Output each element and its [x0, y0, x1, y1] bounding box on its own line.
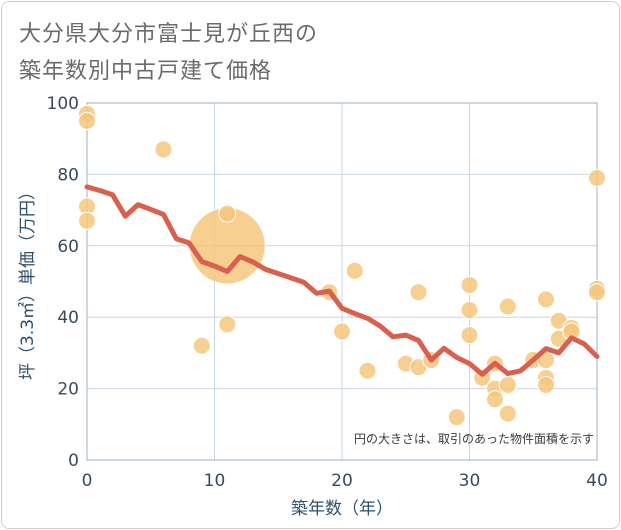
bubble-point-37 — [588, 168, 606, 187]
bubble-size-note: 円の大きさは、取引のあった物件面積を示す — [354, 431, 594, 446]
bubble-point-4 — [154, 140, 173, 159]
chart-title-line-1: 大分県大分市富士見が丘西の — [19, 22, 319, 47]
axis-ticks: 0 10 20 30 40 0 20 40 60 80 100 — [47, 94, 608, 491]
y-tick-label-1: 20 — [57, 380, 79, 400]
x-tick-label-2: 20 — [331, 471, 353, 491]
bubble-point-19 — [460, 301, 479, 320]
bubble-point-6 — [218, 204, 237, 223]
chart-title-line-2: 築年数別中古戸建て価格 — [19, 59, 273, 84]
x-tick-label-4: 40 — [586, 471, 608, 491]
y-tick-label-3: 60 — [57, 237, 79, 257]
y-axis-title: 坪（3.3㎡）単価（万円） — [18, 183, 38, 380]
chart-title: 大分県大分市富士見が丘西の 築年数別中古戸建て価格 — [19, 16, 318, 90]
bubble-point-3 — [78, 211, 96, 230]
y-tick-label-5: 100 — [47, 94, 79, 114]
trend-line — [84, 184, 600, 377]
bubble-point-8 — [218, 315, 237, 334]
x-tick-label-1: 10 — [204, 471, 226, 491]
bubble-point-14 — [409, 283, 428, 302]
x-tick-label-0: 0 — [82, 471, 93, 491]
bubble-point-17 — [447, 408, 466, 427]
bubble-point-5 — [192, 336, 211, 355]
bubble-point-25 — [498, 297, 517, 316]
bubble-point-29 — [537, 290, 555, 309]
bubble-point-27 — [498, 404, 517, 423]
bubble-point-10 — [333, 322, 351, 341]
bubble-point-18 — [460, 276, 479, 295]
y-tick-label-4: 80 — [57, 165, 79, 185]
x-tick-label-3: 30 — [459, 471, 481, 491]
bubble-point-20 — [460, 326, 479, 345]
bubble-point-11 — [345, 261, 364, 280]
bubble-point-12 — [358, 361, 377, 380]
bubble-point-24 — [486, 390, 504, 409]
y-tick-label-0: 0 — [68, 451, 79, 471]
y-tick-label-2: 40 — [57, 308, 79, 328]
bubble-point-1 — [78, 111, 96, 130]
bubbles — [78, 104, 606, 427]
bubble-point-32 — [537, 376, 555, 395]
x-axis-title: 築年数（年） — [291, 499, 393, 519]
bubble-point-26 — [498, 376, 517, 395]
bubble-point-39 — [588, 283, 606, 302]
